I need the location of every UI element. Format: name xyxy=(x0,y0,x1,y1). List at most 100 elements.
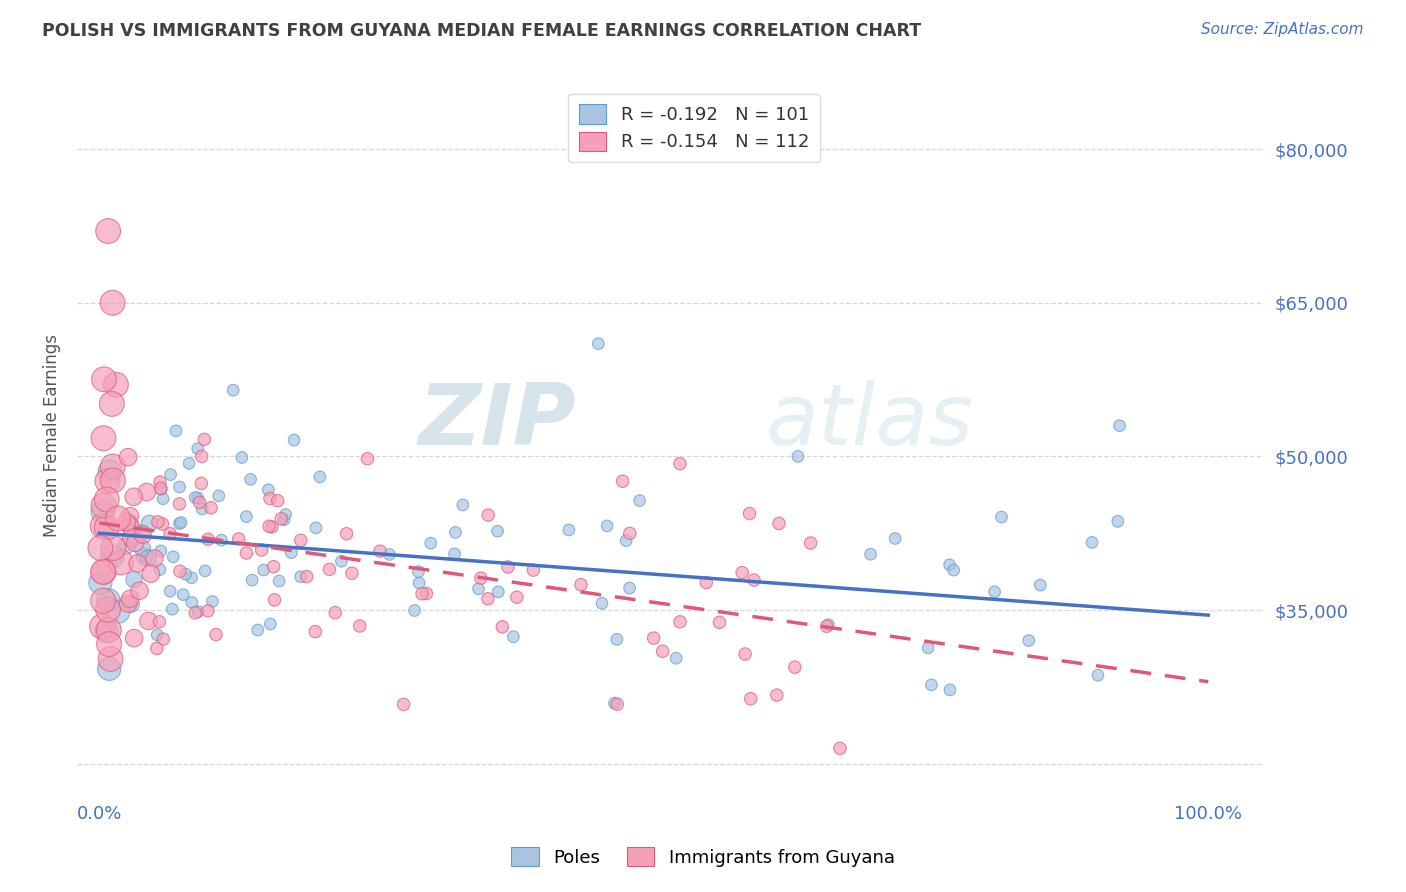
Point xyxy=(115,515,138,529)
Legend: R = -0.192   N = 101, R = -0.154   N = 112: R = -0.192 N = 101, R = -0.154 N = 112 xyxy=(568,94,820,162)
Point xyxy=(378,548,401,562)
Point xyxy=(467,582,489,596)
Point xyxy=(122,573,145,587)
Point xyxy=(169,516,191,531)
Point xyxy=(451,498,474,512)
Point xyxy=(122,490,145,504)
Point xyxy=(290,533,312,548)
Point xyxy=(665,651,688,665)
Point xyxy=(139,566,162,581)
Point xyxy=(134,549,156,564)
Point xyxy=(235,509,257,524)
Point xyxy=(619,581,641,595)
Point xyxy=(768,516,790,531)
Point xyxy=(169,564,191,578)
Point xyxy=(619,526,641,541)
Point xyxy=(184,491,207,505)
Point xyxy=(1087,668,1109,682)
Point xyxy=(340,566,363,581)
Point xyxy=(209,533,232,548)
Point xyxy=(1081,535,1104,549)
Point xyxy=(231,450,253,465)
Point xyxy=(522,563,544,577)
Point xyxy=(180,595,202,609)
Point xyxy=(1018,633,1040,648)
Text: POLISH VS IMMIGRANTS FROM GUYANA MEDIAN FEMALE EARNINGS CORRELATION CHART: POLISH VS IMMIGRANTS FROM GUYANA MEDIAN … xyxy=(42,22,921,40)
Point xyxy=(197,604,219,618)
Point xyxy=(100,652,122,666)
Point xyxy=(143,551,166,566)
Point xyxy=(496,560,519,574)
Point xyxy=(103,541,125,555)
Point xyxy=(742,573,765,587)
Point xyxy=(270,511,292,525)
Point xyxy=(152,516,174,531)
Point xyxy=(107,605,129,619)
Point xyxy=(159,467,181,482)
Point xyxy=(404,603,426,617)
Point xyxy=(267,493,290,508)
Point xyxy=(165,424,187,438)
Point xyxy=(149,563,172,577)
Point xyxy=(815,619,838,633)
Point xyxy=(920,678,942,692)
Point xyxy=(174,567,197,582)
Point xyxy=(419,536,441,550)
Point xyxy=(101,397,124,411)
Point xyxy=(97,593,120,607)
Point xyxy=(162,549,184,564)
Point xyxy=(193,433,215,447)
Point xyxy=(731,566,754,580)
Point xyxy=(318,562,340,576)
Point xyxy=(817,617,839,632)
Y-axis label: Median Female Earnings: Median Female Earnings xyxy=(44,334,60,537)
Point xyxy=(187,442,209,456)
Point xyxy=(135,485,157,500)
Point xyxy=(273,513,295,527)
Point xyxy=(569,577,592,591)
Point xyxy=(263,559,285,574)
Point xyxy=(606,697,628,711)
Point xyxy=(257,483,280,497)
Point xyxy=(96,624,118,638)
Point xyxy=(939,682,962,697)
Point xyxy=(502,630,524,644)
Point xyxy=(591,596,613,610)
Point xyxy=(506,591,529,605)
Point xyxy=(122,631,145,645)
Point xyxy=(89,575,111,590)
Point xyxy=(415,586,437,600)
Point xyxy=(444,525,467,540)
Point xyxy=(859,547,882,561)
Point xyxy=(197,532,219,546)
Point xyxy=(486,524,509,539)
Point xyxy=(188,495,211,509)
Point xyxy=(295,569,318,583)
Text: ZIP: ZIP xyxy=(418,380,575,463)
Point xyxy=(93,565,115,579)
Point xyxy=(128,583,150,598)
Point xyxy=(304,624,326,639)
Point xyxy=(942,563,965,577)
Point xyxy=(117,597,139,611)
Point xyxy=(101,549,124,564)
Point xyxy=(368,544,391,558)
Point xyxy=(305,521,328,535)
Point xyxy=(491,620,513,634)
Point xyxy=(190,476,212,491)
Point xyxy=(152,632,174,646)
Point xyxy=(740,691,762,706)
Point xyxy=(96,474,118,488)
Point xyxy=(787,450,810,464)
Point xyxy=(250,543,273,558)
Point xyxy=(91,519,114,533)
Point xyxy=(120,597,142,611)
Point xyxy=(180,571,202,585)
Point xyxy=(983,584,1005,599)
Point xyxy=(669,457,692,471)
Point xyxy=(159,584,181,599)
Point xyxy=(138,614,160,628)
Legend: Poles, Immigrants from Guyana: Poles, Immigrants from Guyana xyxy=(505,840,901,874)
Point xyxy=(323,606,346,620)
Point xyxy=(89,541,111,555)
